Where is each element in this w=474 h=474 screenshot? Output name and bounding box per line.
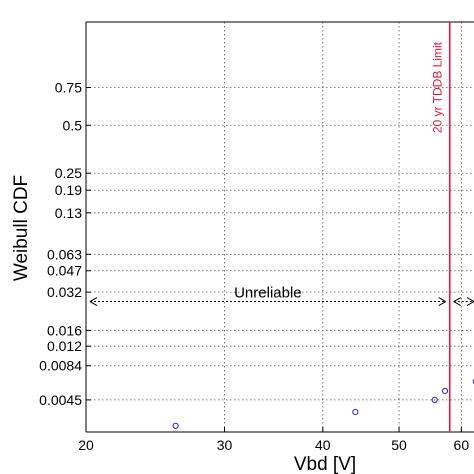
x-tick-label: 30 bbox=[217, 437, 233, 453]
x-tick-label: 60 bbox=[454, 437, 470, 453]
x-tick-label: 40 bbox=[315, 437, 331, 453]
data-point bbox=[441, 387, 449, 395]
annotations: Unreliable Ri bbox=[89, 197, 474, 306]
data-point bbox=[352, 408, 359, 416]
data-point bbox=[431, 396, 438, 403]
y-tick-label: 0.032 bbox=[47, 284, 82, 300]
y-tick-label: 0.047 bbox=[47, 263, 82, 279]
data-points bbox=[172, 378, 474, 429]
y-tick-label: 0.5 bbox=[63, 117, 83, 133]
y-tick-label: 0.75 bbox=[55, 79, 82, 95]
y-axis-label: Weibull CDF bbox=[11, 175, 32, 281]
x-axis-label: Vbd [V] bbox=[294, 454, 356, 474]
data-point bbox=[172, 422, 179, 429]
plot-frame bbox=[85, 21, 474, 433]
unreliable-label: Unreliable bbox=[234, 285, 302, 302]
arrowhead-right bbox=[466, 297, 474, 306]
y-tick-label: 0.012 bbox=[47, 338, 82, 354]
x-ticks: 20 30 40 50 60 bbox=[78, 427, 469, 453]
tddb-limit-label: 20 yr TDDB Limit bbox=[431, 41, 445, 133]
y-tick-label: 0.063 bbox=[47, 246, 82, 262]
y-tick-label: 0.13 bbox=[55, 205, 82, 221]
y-tick-label: 0.0045 bbox=[39, 392, 82, 408]
arrowhead-left bbox=[453, 297, 461, 306]
y-tick-label: 0.19 bbox=[55, 182, 82, 198]
data-point bbox=[472, 378, 474, 384]
arrowhead-left bbox=[89, 297, 98, 306]
tddb-limit: 20 yr TDDB Limit bbox=[431, 22, 451, 432]
y-tick-label: 0.0084 bbox=[39, 358, 82, 374]
y-tick-label: 0.016 bbox=[47, 322, 82, 338]
arrowhead-right bbox=[438, 297, 446, 306]
y-tick-label: 0.25 bbox=[55, 165, 82, 181]
grid-lines bbox=[86, 22, 474, 432]
x-tick-label: 50 bbox=[391, 437, 407, 453]
region-label: Ri bbox=[471, 197, 474, 211]
x-tick-label: 20 bbox=[78, 437, 94, 453]
